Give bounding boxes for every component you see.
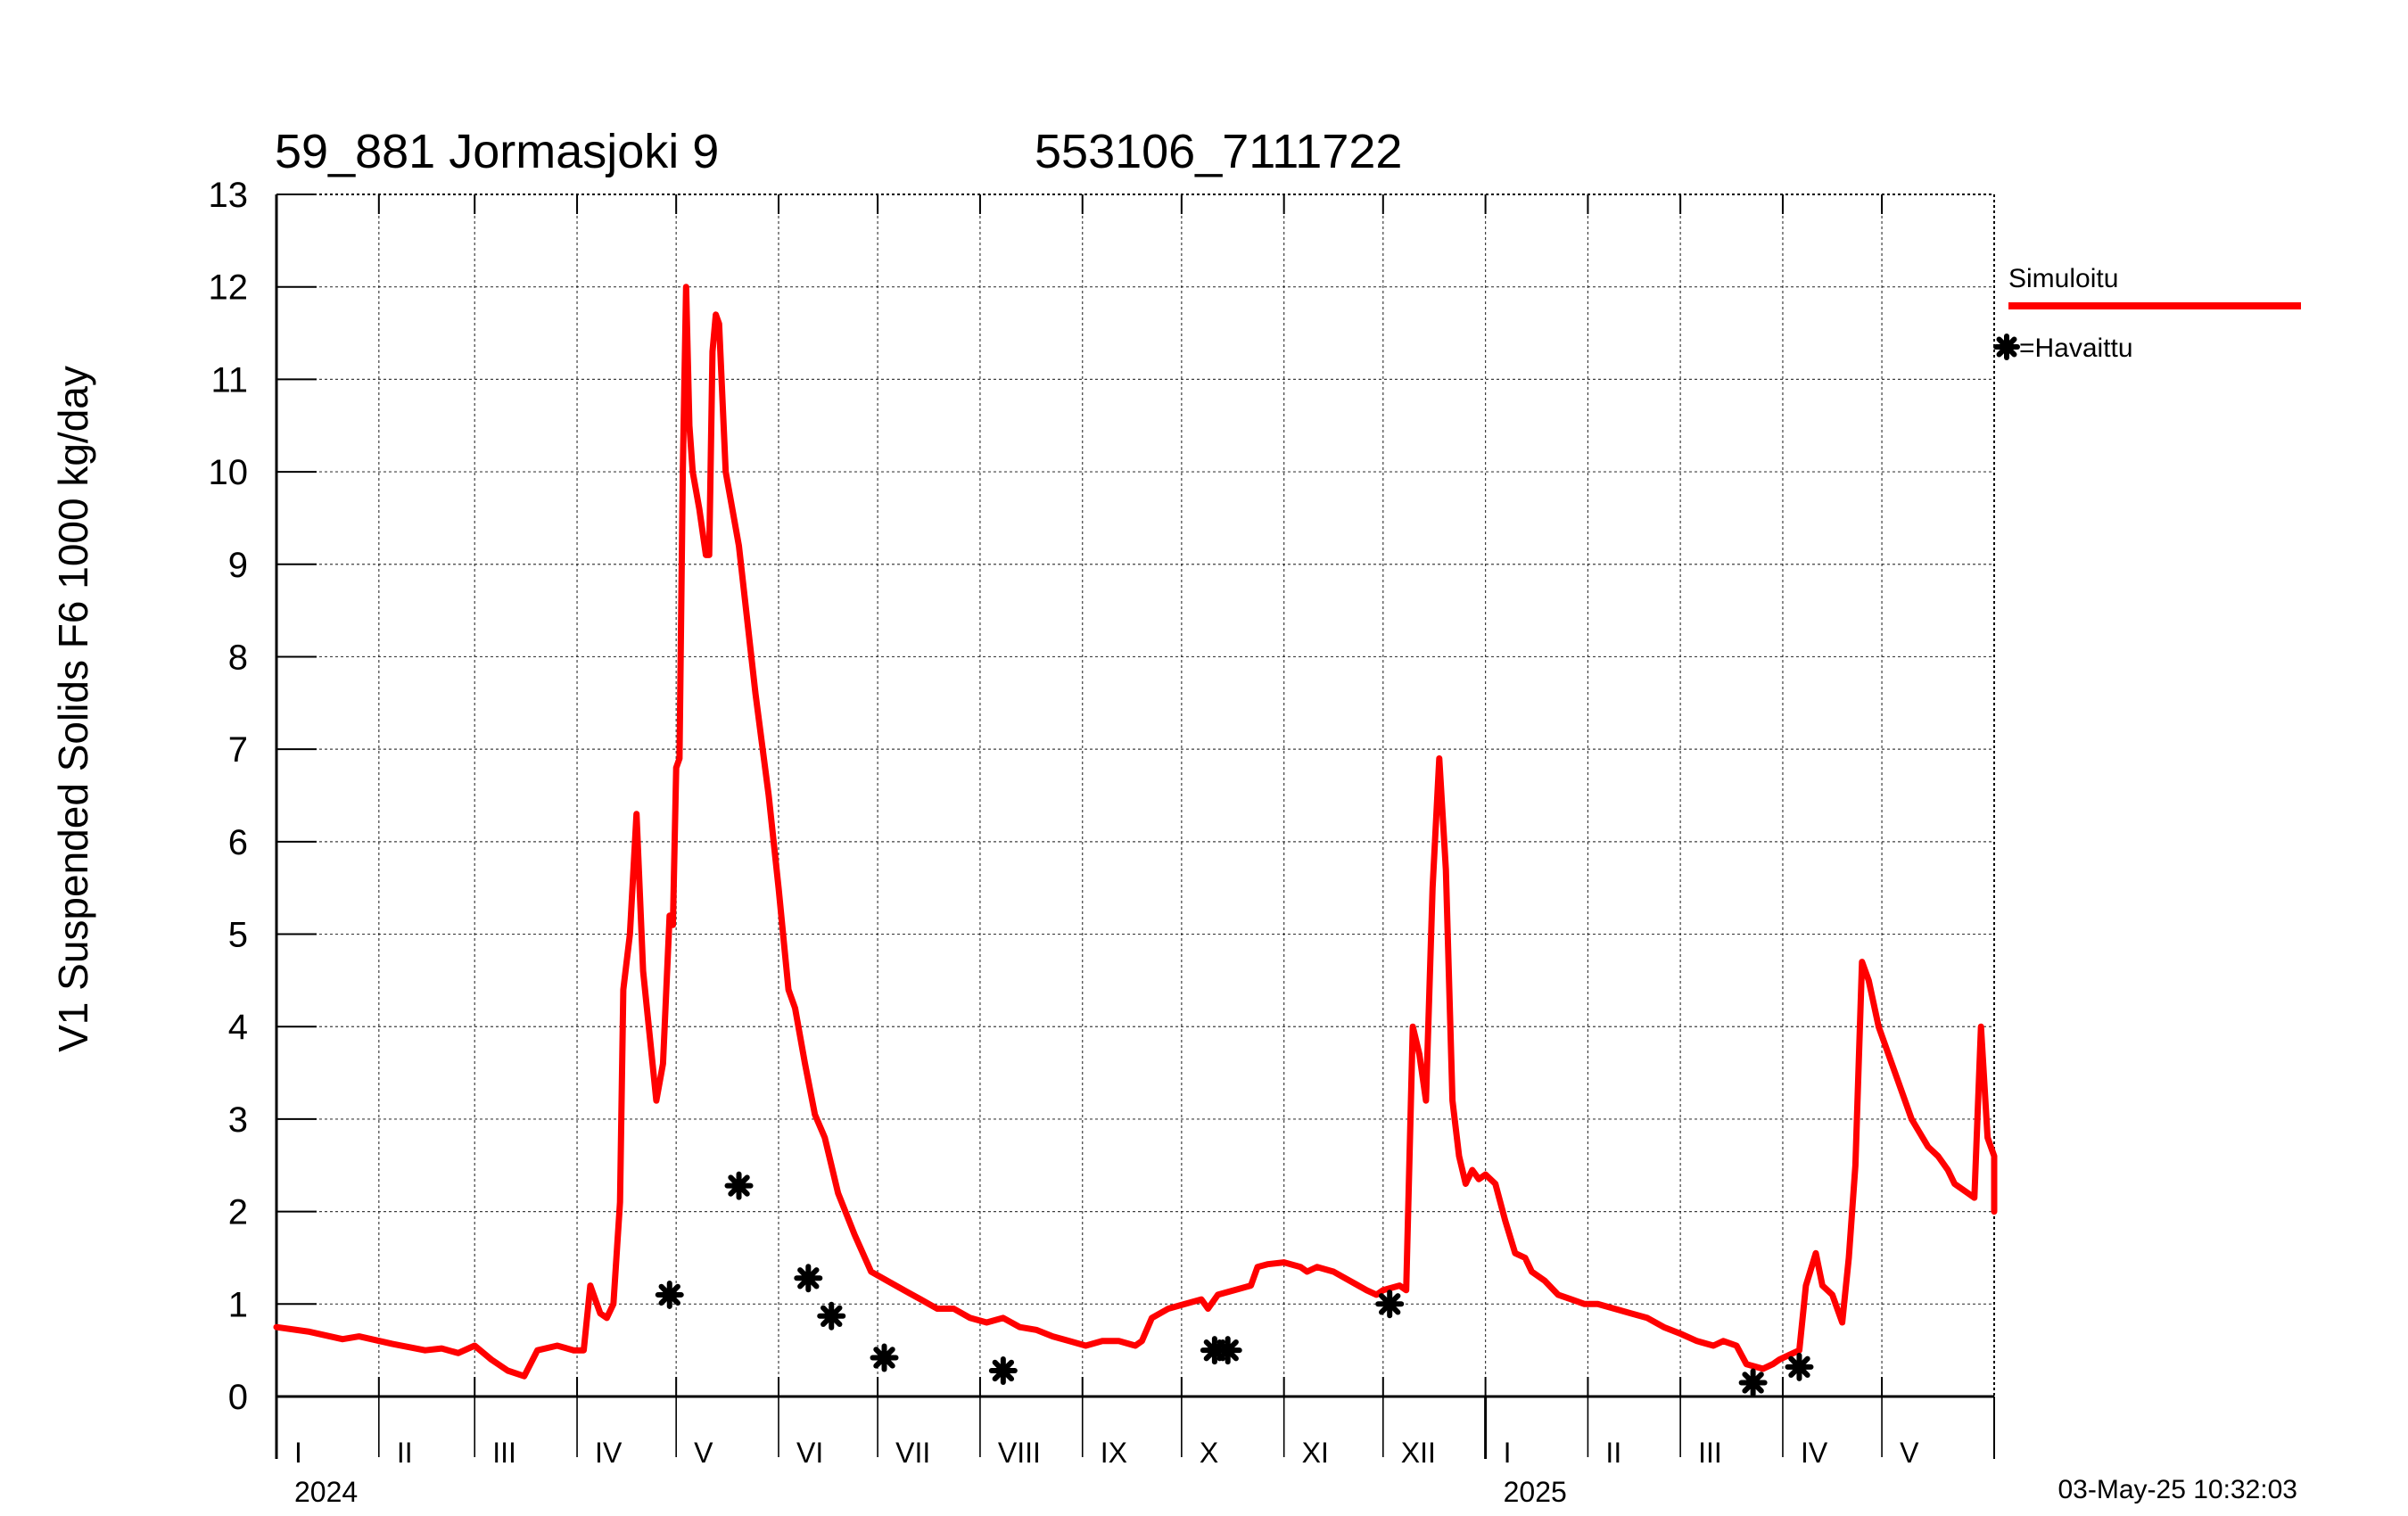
data-point-havaittu [1738,1368,1768,1397]
y-tick-label: 12 [209,268,249,308]
month-label: XI [1302,1437,1329,1469]
y-tick-label: 1 [228,1285,248,1324]
data-point-havaittu [794,1264,823,1293]
month-label: XII [1401,1437,1436,1469]
y-tick-label: 8 [228,638,248,677]
y-tick-label: 4 [228,1008,248,1047]
y-tick-label: 10 [209,453,249,492]
month-label: VIII [998,1437,1041,1469]
series-line-simuloitu [273,284,1998,1380]
data-point-havaittu [724,1171,754,1200]
month-label: IV [1801,1437,1828,1469]
data-point-havaittu [870,1343,899,1372]
month-label: III [1698,1437,1722,1469]
month-label: II [1605,1437,1621,1469]
data-point-havaittu [655,1280,684,1309]
legend: Simuloitu =Havaittu [1993,264,2301,363]
y-tick-label: 9 [228,546,248,585]
month-label: IV [595,1437,623,1469]
series-markers-havaittu [655,1171,1814,1397]
month-label: V [694,1437,713,1469]
month-label: II [397,1437,413,1469]
data-point-havaittu [1213,1336,1242,1365]
y-tick-label: 2 [228,1193,248,1232]
data-point-havaittu [817,1301,846,1331]
legend-marker-havaittu [1993,334,2020,360]
data-point-havaittu [1375,1289,1405,1319]
month-label: I [1504,1437,1512,1469]
y-tick-label: 7 [228,730,248,770]
y-tick-label: 3 [228,1100,248,1140]
year-label: 2025 [1504,1476,1567,1508]
y-tick-label: 0 [228,1378,248,1417]
month-labels: I II III IV V VI VII VIII IX X XI XII I II III IV V [294,1437,1919,1469]
grid [276,194,1994,1397]
month-label: III [492,1437,516,1469]
y-tick-label: 5 [228,916,248,955]
legend-label-simuloitu: Simuloitu [2008,264,2118,293]
month-label: X [1200,1437,1218,1469]
timestamp: 03-May-25 10:32:03 [2058,1475,2297,1504]
y-tick-label: 11 [210,360,248,400]
month-label: V [1900,1437,1919,1469]
legend-asterisk [1993,334,2020,360]
year-label: 2024 [294,1476,358,1508]
chart-title-right: 553106_7111722 [1035,125,1402,178]
month-label: VII [895,1437,930,1469]
month-label: I [294,1437,302,1469]
y-tick-label: 6 [228,823,248,862]
legend-label-havaittu: =Havaittu [2019,334,2133,363]
y-tick-label: 13 [209,176,249,215]
data-point-havaittu [1785,1352,1814,1381]
month-label: VI [796,1437,823,1469]
year-labels: 2024 2025 [294,1476,1567,1508]
axes [275,194,1995,1459]
y-axis-label: V1 Suspended Solids F6 1000 kg/day [50,366,96,1052]
chart-title-left: 59_881 Jormasjoki 9 [275,125,719,178]
data-point-havaittu [988,1355,1018,1385]
month-label: IX [1101,1437,1127,1469]
